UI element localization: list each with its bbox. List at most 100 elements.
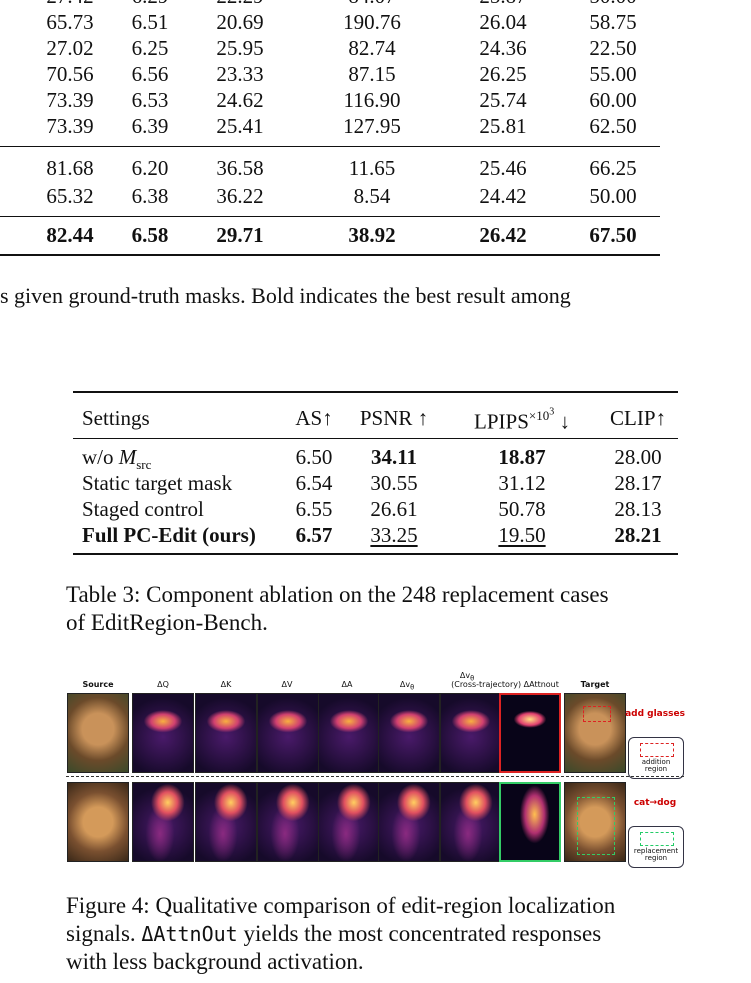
image — [318, 693, 380, 773]
header: 3 — [549, 407, 555, 418]
image — [564, 693, 626, 773]
rule — [73, 438, 678, 439]
cell: 18.87 — [498, 445, 546, 469]
setting: w/o — [82, 445, 119, 469]
column-label: Source — [82, 680, 114, 689]
cell: 24.36 — [479, 36, 527, 60]
cell: 19.50 — [498, 523, 546, 547]
header: CLIP↑ — [609, 406, 667, 430]
image — [257, 782, 319, 862]
region-icon: replacement region — [628, 826, 684, 868]
edit-label: add glasses — [625, 709, 685, 719]
column-label: ΔK — [220, 680, 232, 689]
column-label: θ — [470, 674, 475, 683]
cell: 84.07 — [348, 0, 395, 7]
caption: of EditRegion-Bench. — [66, 610, 268, 635]
cell: 34.11 — [370, 445, 418, 469]
edit-label: cat→dog — [633, 798, 677, 808]
cell: 66.25 — [589, 156, 637, 180]
image — [132, 693, 194, 773]
cell: 26.42 — [479, 223, 527, 247]
header: LPIPS — [474, 409, 529, 434]
cell: 6.25 — [131, 36, 169, 60]
cell: 116.90 — [343, 88, 401, 112]
image — [378, 693, 440, 773]
cell: 24.42 — [479, 184, 527, 208]
cell: 81.68 — [46, 156, 94, 180]
cell: 60.00 — [589, 88, 637, 112]
column-label: ΔV — [281, 680, 293, 689]
cell: 28.00 — [614, 445, 662, 469]
image — [499, 782, 561, 862]
image — [67, 693, 129, 773]
caption: Table 3: Component ablation on the 248 r… — [66, 582, 609, 607]
image — [499, 693, 561, 773]
cell: 6.38 — [131, 184, 169, 208]
cell: 6.57 — [295, 523, 333, 547]
region-box — [640, 743, 674, 757]
rule — [73, 553, 678, 555]
region-box — [640, 832, 674, 846]
cell: 6.51 — [131, 10, 169, 34]
cell: 50.00 — [589, 184, 637, 208]
cell: 8.54 — [353, 184, 391, 208]
cell: 22.29 — [216, 0, 263, 7]
cell: 70.56 — [46, 62, 94, 86]
cell: 6.50 — [295, 445, 333, 469]
caption-fragment: s given ground-truth masks. Bold indicat… — [0, 283, 571, 308]
region-label: replacement region — [629, 847, 683, 863]
column-label: (Cross-trajectory) ΔAttnout — [451, 680, 559, 689]
region-icon: addition region — [628, 737, 684, 779]
cell: 26.04 — [479, 10, 527, 34]
cell: 6.29 — [132, 0, 169, 7]
column-label: ΔA — [341, 680, 353, 689]
column-label: Δvθ — [399, 680, 415, 692]
cell: 6.20 — [131, 156, 169, 180]
cell: 58.75 — [589, 10, 637, 34]
cell: 28.17 — [614, 471, 662, 495]
image — [67, 782, 129, 862]
caption: signals. ΔAttnOut yields the most concen… — [66, 922, 601, 945]
header: AS↑ — [295, 406, 333, 430]
image — [318, 782, 380, 862]
rule — [0, 146, 660, 147]
divider — [66, 776, 684, 777]
cell: 29.71 — [216, 223, 264, 247]
cell: 26.25 — [479, 62, 527, 86]
cell: 36.58 — [216, 156, 264, 180]
image — [440, 782, 502, 862]
image — [195, 693, 257, 773]
setting: Staged control — [82, 497, 204, 521]
rule — [73, 391, 678, 393]
cell: 62.50 — [589, 114, 637, 138]
cell: 31.12 — [498, 471, 546, 495]
setting: Static target mask — [82, 471, 233, 495]
cell: 25.46 — [479, 156, 527, 180]
column-label: Target — [580, 680, 610, 689]
region-label: addition region — [629, 758, 683, 774]
cell: 65.73 — [46, 10, 94, 34]
cell: 25.74 — [479, 88, 527, 112]
cell: 36.22 — [216, 184, 264, 208]
caption: with less background activation. — [66, 949, 364, 974]
column-label: θ — [410, 683, 415, 692]
cell: 28.13 — [614, 497, 662, 521]
cell: 38.92 — [348, 223, 396, 247]
cell: 11.65 — [348, 156, 396, 180]
target-box — [577, 797, 615, 855]
header: ↓ — [559, 409, 570, 434]
header: ×10 — [528, 408, 550, 424]
cell: 67.50 — [589, 223, 637, 247]
cell: 6.58 — [131, 223, 169, 247]
setting: M — [118, 445, 137, 469]
cell: 65.32 — [46, 184, 94, 208]
cell: 6.55 — [295, 497, 333, 521]
cell: 82.74 — [348, 36, 396, 60]
caption: Figure 4: Qualitative comparison of edit… — [66, 893, 616, 918]
region-label: region — [644, 854, 668, 863]
cell: 82.44 — [46, 223, 94, 247]
region-label: replacement — [633, 847, 679, 855]
cell: 50.00 — [589, 0, 636, 7]
cell: 87.15 — [348, 62, 396, 86]
cell: 25.95 — [216, 36, 264, 60]
